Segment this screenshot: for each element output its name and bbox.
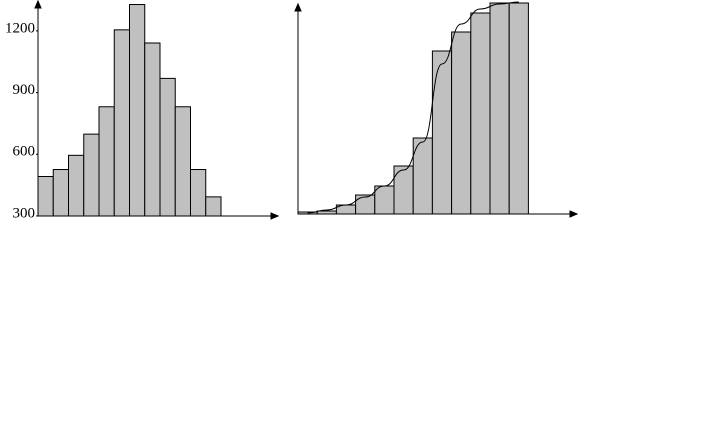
- y-tick-label: 300: [13, 205, 36, 221]
- bar: [205, 196, 222, 217]
- bar: [451, 31, 472, 215]
- y-tick-label: 1200: [5, 20, 35, 36]
- x-arrow: [569, 210, 579, 218]
- bar: [470, 12, 491, 215]
- bar: [489, 2, 510, 215]
- bar: [374, 185, 395, 215]
- bar: [68, 154, 85, 217]
- y-arrow: [294, 2, 302, 12]
- y-tick-label: 900: [13, 82, 36, 98]
- y-arrow: [34, 0, 42, 9]
- bar: [508, 2, 529, 215]
- bar: [431, 50, 453, 215]
- y-tick-label: 600: [13, 144, 36, 160]
- bar: [83, 133, 100, 217]
- bar: [174, 106, 191, 217]
- bar: [144, 42, 161, 217]
- x-arrow: [270, 212, 280, 220]
- bar: [190, 169, 207, 217]
- bar: [159, 77, 176, 217]
- bar: [37, 176, 54, 217]
- bar: [52, 169, 69, 217]
- bar: [355, 194, 376, 215]
- bar: [113, 29, 130, 217]
- bar: [98, 106, 115, 217]
- curve: [307, 1, 519, 214]
- bar: [129, 4, 146, 217]
- bar: [316, 210, 337, 215]
